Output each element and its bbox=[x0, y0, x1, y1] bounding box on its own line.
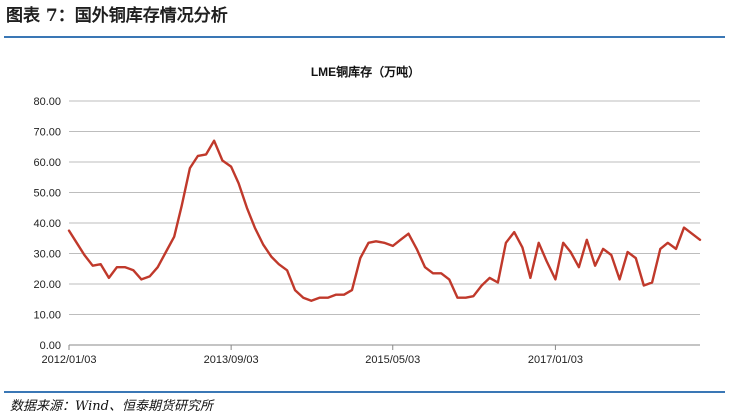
source-note: 数据来源：Wind、恒泰期货研究所 bbox=[10, 399, 213, 414]
bottom-rule bbox=[4, 391, 725, 393]
line-chart: 0.00 10.00 20.00 30.00 40.00 50.00 60.00 70.00 8… bbox=[33, 96, 702, 366]
y-tick-label: 70.00 bbox=[33, 127, 61, 139]
series-line bbox=[67, 139, 702, 302]
top-rule bbox=[4, 36, 725, 38]
x-tick-label: 2013/09/03 bbox=[204, 354, 259, 366]
y-tick-label: 40.00 bbox=[33, 218, 61, 230]
y-tick-label: 10.00 bbox=[33, 310, 61, 322]
y-tick-label: 80.00 bbox=[33, 96, 61, 108]
y-tick-label: 50.00 bbox=[33, 188, 61, 200]
y-tick-label: 60.00 bbox=[33, 157, 61, 169]
figure-title: 图表 7：国外铜库存情况分析 bbox=[6, 6, 228, 26]
y-tick-label: 0.00 bbox=[40, 340, 61, 352]
x-tick-label: 2015/05/03 bbox=[365, 354, 420, 366]
y-tick-label: 30.00 bbox=[33, 249, 61, 261]
y-tick-label: 20.00 bbox=[33, 279, 61, 291]
chart-title: LME铜库存（万吨） bbox=[310, 65, 421, 79]
chart-area: LME铜库存（万吨） 0.00 10.00 20.00 30.00 40.00 50.00… bbox=[0, 40, 731, 388]
x-tick-label: 2017/01/03 bbox=[528, 354, 583, 366]
x-tick-label: 2012/01/03 bbox=[41, 354, 96, 366]
